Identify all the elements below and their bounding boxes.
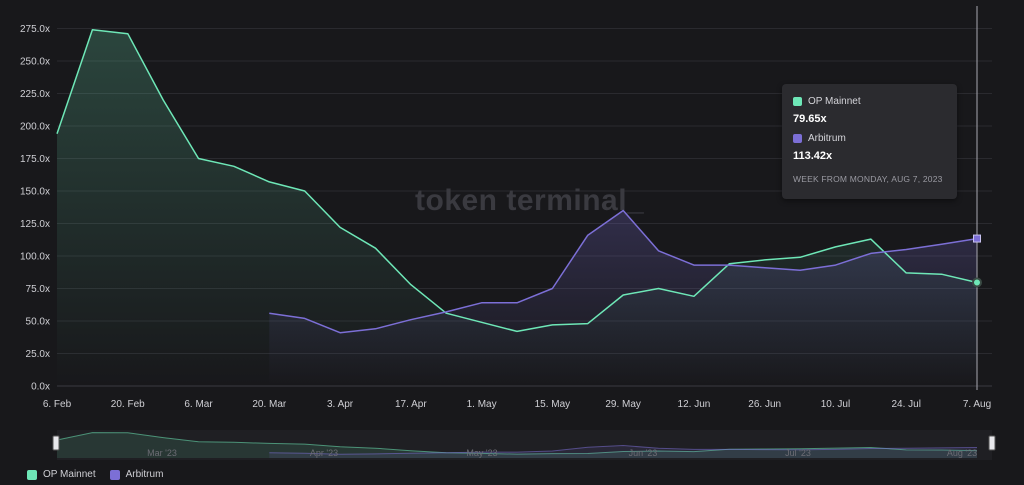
legend: OP Mainnet Arbitrum [27, 469, 177, 480]
navigator-label: Jun '23 [629, 448, 658, 458]
y-tick-label: 225.0x [20, 89, 50, 100]
legend-label-op: OP Mainnet [43, 469, 96, 480]
series-line-arbitrum [269, 209, 978, 334]
tooltip-footer: WEEK FROM MONDAY, AUG 7, 2023 [793, 174, 943, 184]
navigator-right-handle[interactable] [988, 435, 996, 451]
navigator-line [56, 432, 978, 455]
y-tick-label: 50.0x [26, 317, 50, 328]
legend-item-arbitrum[interactable]: Arbitrum [109, 469, 164, 480]
tooltip-swatch-op [793, 97, 802, 106]
range-navigator[interactable]: Mar '23 Apr '23 May '23 Jun '23 Jul '23 Aug '… [52, 430, 996, 460]
legend-label-arb: Arbitrum [125, 469, 164, 480]
x-axis: 6. Feb 20. Feb 6. Mar 20. Mar 3. Apr 17. Apr 1… [43, 399, 991, 410]
navigator-series [56, 432, 978, 458]
tooltip-series-arb: Arbitrum [793, 133, 846, 144]
navigator-label: Aug '23 [947, 448, 977, 458]
y-tick-label: 25.0x [26, 349, 50, 360]
x-tick-label: 10. Jul [821, 399, 850, 410]
y-tick-label: 100.0x [20, 252, 50, 263]
x-tick-label: 7. Aug [963, 399, 991, 410]
y-tick-label: 175.0x [20, 154, 50, 165]
x-tick-label: 29. May [605, 399, 641, 410]
x-tick-label: 17. Apr [395, 399, 427, 410]
navigator-label: Apr '23 [310, 448, 338, 458]
y-tick-label: 275.0x [20, 24, 50, 35]
navigator-line [269, 444, 978, 455]
series-areas [57, 29, 977, 387]
series-line-op-mainnet [56, 29, 978, 333]
hover-marker-op [972, 277, 982, 288]
y-tick-label: 250.0x [20, 57, 50, 68]
x-tick-label: 3. Apr [327, 399, 354, 410]
x-tick-label: 12. Jun [678, 399, 711, 410]
x-tick-label: 26. Jun [748, 399, 781, 410]
legend-swatch-arb [109, 469, 120, 480]
y-axis: 0.0x 25.0x 50.0x 75.0x 100.0x 125.0x 150.0x 175… [20, 24, 50, 393]
series-area-arbitrum [269, 210, 977, 386]
hover-markers [972, 234, 982, 288]
watermark: token terminal_ [415, 184, 644, 217]
navigator-label: Mar '23 [147, 448, 177, 458]
legend-item-op-mainnet[interactable]: OP Mainnet [27, 469, 96, 480]
y-tick-label: 150.0x [20, 187, 50, 198]
navigator-area [57, 432, 977, 458]
x-tick-label: 15. May [535, 399, 571, 410]
y-tick-label: 200.0x [20, 122, 50, 133]
x-tick-label: 1. May [467, 399, 497, 410]
tooltip-label-op: OP Mainnet [808, 96, 861, 107]
y-tick-label: 0.0x [31, 382, 50, 393]
navigator-label: Jul '23 [785, 448, 811, 458]
tooltip-swatch-arb [793, 134, 802, 143]
navigator-left-handle[interactable] [52, 435, 60, 451]
tooltip-value-arb: 113.42x [793, 150, 833, 162]
navigator-track[interactable] [57, 430, 992, 460]
x-tick-label: 24. Jul [891, 399, 920, 410]
tooltip-value-op: 79.65x [793, 113, 827, 125]
series-lines [56, 29, 978, 334]
tooltip: OP Mainnet 79.65x Arbitrum 113.42x WEEK … [782, 84, 957, 199]
x-tick-label: 6. Mar [184, 399, 213, 410]
navigator-labels: Mar '23 Apr '23 May '23 Jun '23 Jul '23 Aug '… [147, 448, 977, 458]
y-tick-label: 125.0x [20, 219, 50, 230]
x-tick-label: 6. Feb [43, 399, 72, 410]
navigator-area [269, 445, 977, 458]
legend-swatch-op [27, 469, 37, 480]
tooltip-series-op: OP Mainnet [793, 96, 861, 107]
x-tick-label: 20. Mar [252, 399, 287, 410]
navigator-label: May '23 [466, 448, 497, 458]
hover-marker-arb [973, 234, 981, 243]
y-tick-label: 75.0x [26, 284, 50, 295]
tooltip-label-arb: Arbitrum [808, 133, 846, 144]
x-tick-label: 20. Feb [111, 399, 145, 410]
